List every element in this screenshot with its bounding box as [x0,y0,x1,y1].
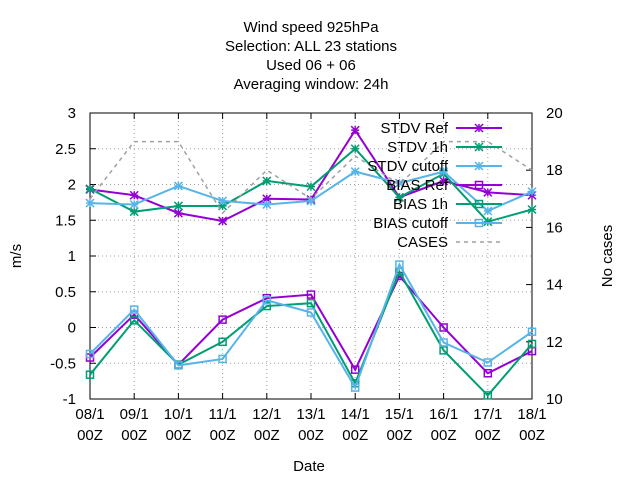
legend-marker [474,199,484,209]
legend-marker [474,218,484,228]
x-tick-label: 12/1 [252,406,281,423]
data-point [483,358,493,367]
data-point [218,337,227,347]
title-line: Wind speed 925hPa [243,19,379,36]
y-tick-label: 1 [68,248,76,265]
x-tick-label: 00Z [475,427,501,444]
chart-title: Wind speed 925hPa Selection: ALL 23 stati… [225,19,397,93]
series-cases [89,140,533,215]
x-axis-label: Date [293,458,325,475]
y2-tick-label: 16 [546,219,563,236]
x-tick-label: 00Z [210,427,236,444]
data-point [350,383,360,392]
legend-label: BIAS 1h [393,196,448,213]
x-tick-label: 00Z [165,427,191,444]
x-tick-label: 00Z [298,427,324,444]
y2-tick-label: 14 [546,277,563,294]
y2-tick-label: 10 [546,391,563,408]
data-point [85,370,95,379]
legend-marker [474,180,484,190]
x-tick-label: 00Z [254,427,280,444]
x-tick-label: 08/1 [75,406,104,423]
x-tick-label: 00Z [77,427,103,444]
series-lines [85,125,537,400]
title-line: Selection: ALL 23 stations [225,38,397,55]
x-tick-label: 00Z [431,427,457,444]
series-line [89,269,533,397]
y-tick-label: 1.5 [55,212,76,229]
y-tick-label: 2 [68,177,76,194]
series-line [89,262,533,390]
series-stdv-cutoff [85,167,537,216]
data-point [306,290,316,299]
data-point [439,323,448,332]
x-tick-label: 15/1 [385,406,414,423]
data-point [439,346,448,355]
title-line: Used 06 + 06 [266,57,356,74]
y-tick-label: -1 [63,391,76,408]
x-tick-label: 00Z [386,427,412,444]
data-point [439,338,448,347]
data-point [483,391,493,400]
x-tick-label: 18/1 [517,406,546,423]
y-tick-label: 3 [68,105,76,122]
data-point [129,305,139,314]
y2-tick-label: 18 [546,162,563,179]
y-tick-label: -0.5 [50,355,76,372]
x-tick-label: 13/1 [296,406,325,423]
x-tick-label: 00Z [121,427,147,444]
data-point [527,339,537,349]
legend-label: BIAS Ref [386,177,449,194]
data-point [306,298,316,308]
legend-label: STDV Ref [380,120,448,137]
series-bias-cutoff [85,260,537,392]
data-point [218,354,227,364]
y-tick-label: 2.5 [55,141,76,158]
y2-tick-label: 12 [546,334,563,351]
x-tick-label: 14/1 [341,406,370,423]
x-tick-label: 11/1 [209,406,237,423]
data-point [350,365,360,374]
data-point [306,308,316,317]
x-tick-label: 16/1 [429,406,458,423]
y-tick-label: 0 [68,320,76,337]
x-tick-label: 00Z [342,427,368,444]
data-point [262,296,272,305]
y2-tick-label: 20 [546,105,563,122]
x-tick-label: 09/1 [120,406,149,423]
legend: STDV Ref STDV 1h STDV cutoff BIAS Ref BIAS 1… [367,120,502,251]
data-point [85,349,95,359]
data-point [174,361,183,370]
legend-label: STDV 1h [387,139,448,156]
legend-label: STDV cutoff [367,158,448,175]
x-tick-label: 10/1 [164,406,193,423]
grid [90,113,532,399]
x-tick-label: 17/1 [473,406,502,423]
series-line [89,128,533,223]
axes: -1 -0.5 0 0.5 1 1.5 2 2.5 3 10 12 14 16 18 20 08/1 00Z 09… [50,105,563,444]
data-point [395,260,404,269]
title-line: Averaging window: 24h [234,76,389,93]
data-point [483,369,493,378]
series-line [89,140,533,215]
y-axis-label: m/s [8,244,25,268]
data-point [218,315,227,324]
legend-label: CASES [397,234,448,251]
x-tick-label: 00Z [519,427,545,444]
data-point [527,327,537,337]
legend-label: BIAS cutoff [373,215,449,232]
y-tick-label: 0.5 [55,284,76,301]
data-point [129,316,139,325]
y2-axis-label: No cases [599,225,616,288]
